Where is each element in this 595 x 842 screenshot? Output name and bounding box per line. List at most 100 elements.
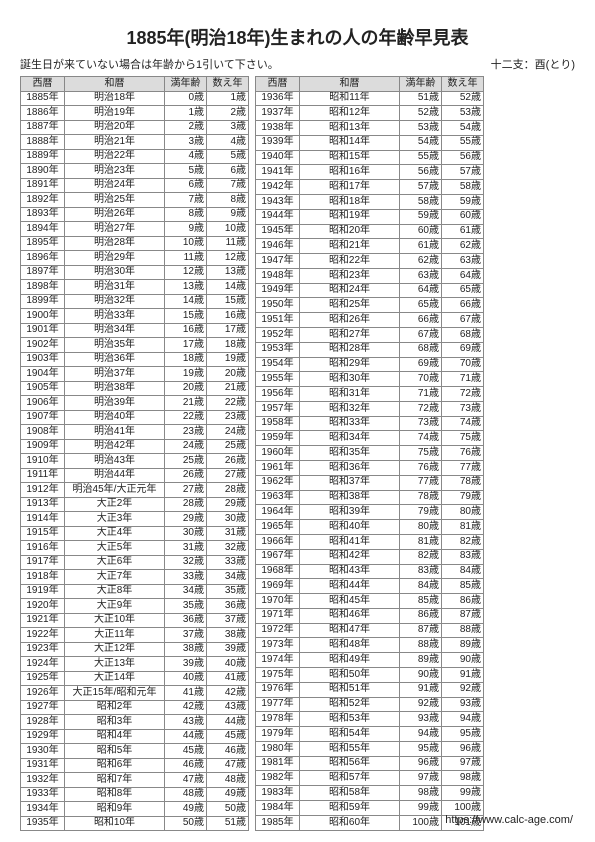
cell-a: 33歳 — [165, 570, 207, 585]
table-row: 1921年大正10年36歳37歳 — [21, 613, 249, 628]
cell-a: 48歳 — [165, 787, 207, 802]
cell-c: 56歳 — [442, 150, 484, 165]
table-row: 1927年昭和2年42歳43歳 — [21, 700, 249, 715]
cell-w: 1918年 — [21, 570, 65, 585]
cell-w: 1906年 — [21, 396, 65, 411]
cell-a: 65歳 — [400, 298, 442, 313]
cell-c: 81歳 — [442, 520, 484, 535]
cell-w: 1963年 — [256, 490, 300, 505]
cell-j: 昭和13年 — [300, 121, 400, 136]
cell-c: 99歳 — [442, 786, 484, 801]
cell-j: 昭和27年 — [300, 328, 400, 343]
table-row: 1944年昭和19年59歳60歳 — [256, 209, 484, 224]
cell-w: 1980年 — [256, 741, 300, 756]
cell-j: 大正15年/昭和元年 — [65, 686, 165, 701]
cell-w: 1889年 — [21, 149, 65, 164]
cell-a: 55歳 — [400, 150, 442, 165]
cell-j: 昭和18年 — [300, 194, 400, 209]
cell-j: 明治45年/大正元年 — [65, 483, 165, 498]
cell-a: 59歳 — [400, 209, 442, 224]
cell-a: 54歳 — [400, 135, 442, 150]
table-row: 1972年昭和47年87歳88歳 — [256, 623, 484, 638]
cell-c: 52歳 — [442, 91, 484, 106]
cell-j: 大正5年 — [65, 541, 165, 556]
footer-url: https://www.calc-age.com/ — [445, 814, 573, 826]
cell-c: 67歳 — [442, 313, 484, 328]
cell-a: 2歳 — [165, 120, 207, 135]
table-row: 1910年明治43年25歳26歳 — [21, 454, 249, 469]
table-row: 1982年昭和57年97歳98歳 — [256, 771, 484, 786]
cell-c: 86歳 — [442, 594, 484, 609]
cell-j: 明治18年 — [65, 91, 165, 106]
table-row: 1889年明治22年4歳5歳 — [21, 149, 249, 164]
cell-a: 43歳 — [165, 715, 207, 730]
cell-a: 6歳 — [165, 178, 207, 193]
cell-j: 昭和60年 — [300, 815, 400, 830]
cell-a: 74歳 — [400, 431, 442, 446]
cell-c: 17歳 — [207, 323, 249, 338]
cell-c: 2歳 — [207, 106, 249, 121]
table-row: 1940年昭和15年55歳56歳 — [256, 150, 484, 165]
cell-a: 47歳 — [165, 773, 207, 788]
cell-j: 昭和39年 — [300, 505, 400, 520]
cell-a: 16歳 — [165, 323, 207, 338]
cell-j: 昭和41年 — [300, 534, 400, 549]
cell-a: 18歳 — [165, 352, 207, 367]
cell-c: 28歳 — [207, 483, 249, 498]
cell-c: 76歳 — [442, 446, 484, 461]
table-row: 1922年大正11年37歳38歳 — [21, 628, 249, 643]
cell-a: 45歳 — [165, 744, 207, 759]
cell-j: 昭和16年 — [300, 165, 400, 180]
cell-j: 昭和23年 — [300, 268, 400, 283]
cell-a: 83歳 — [400, 564, 442, 579]
cell-a: 96歳 — [400, 756, 442, 771]
table-row: 1886年明治19年1歳2歳 — [21, 106, 249, 121]
cell-j: 明治34年 — [65, 323, 165, 338]
table-row: 1938年昭和13年53歳54歳 — [256, 121, 484, 136]
cell-a: 100歳 — [400, 815, 442, 830]
cell-w: 1892年 — [21, 193, 65, 208]
cell-w: 1956年 — [256, 387, 300, 402]
table-row: 1907年明治40年22歳23歳 — [21, 410, 249, 425]
cell-c: 1歳 — [207, 91, 249, 106]
cell-c: 19歳 — [207, 352, 249, 367]
table-row: 1943年昭和18年58歳59歳 — [256, 194, 484, 209]
cell-c: 38歳 — [207, 628, 249, 643]
cell-c: 98歳 — [442, 771, 484, 786]
cell-j: 昭和32年 — [300, 401, 400, 416]
cell-w: 1946年 — [256, 239, 300, 254]
table-row: 1978年昭和53年93歳94歳 — [256, 712, 484, 727]
cell-j: 昭和3年 — [65, 715, 165, 730]
cell-w: 1911年 — [21, 468, 65, 483]
table-row: 1935年昭和10年50歳51歳 — [21, 816, 249, 831]
cell-j: 明治23年 — [65, 164, 165, 179]
col-header-jp: 和暦 — [65, 77, 165, 92]
cell-w: 1940年 — [256, 150, 300, 165]
cell-c: 25歳 — [207, 439, 249, 454]
col-header-full: 満年齢 — [165, 77, 207, 92]
cell-a: 90歳 — [400, 667, 442, 682]
cell-a: 98歳 — [400, 786, 442, 801]
cell-w: 1909年 — [21, 439, 65, 454]
cell-c: 77歳 — [442, 461, 484, 476]
cell-a: 40歳 — [165, 671, 207, 686]
cell-c: 33歳 — [207, 555, 249, 570]
cell-j: 大正9年 — [65, 599, 165, 614]
table-row: 1969年昭和44年84歳85歳 — [256, 579, 484, 594]
cell-w: 1922年 — [21, 628, 65, 643]
cell-w: 1950年 — [256, 298, 300, 313]
cell-a: 77歳 — [400, 475, 442, 490]
cell-c: 73歳 — [442, 401, 484, 416]
cell-c: 29歳 — [207, 497, 249, 512]
cell-w: 1890年 — [21, 164, 65, 179]
cell-w: 1929年 — [21, 729, 65, 744]
cell-w: 1954年 — [256, 357, 300, 372]
cell-c: 12歳 — [207, 251, 249, 266]
cell-w: 1959年 — [256, 431, 300, 446]
cell-a: 76歳 — [400, 461, 442, 476]
cell-w: 1962年 — [256, 475, 300, 490]
cell-j: 昭和31年 — [300, 387, 400, 402]
cell-c: 58歳 — [442, 180, 484, 195]
cell-j: 明治19年 — [65, 106, 165, 121]
cell-c: 57歳 — [442, 165, 484, 180]
